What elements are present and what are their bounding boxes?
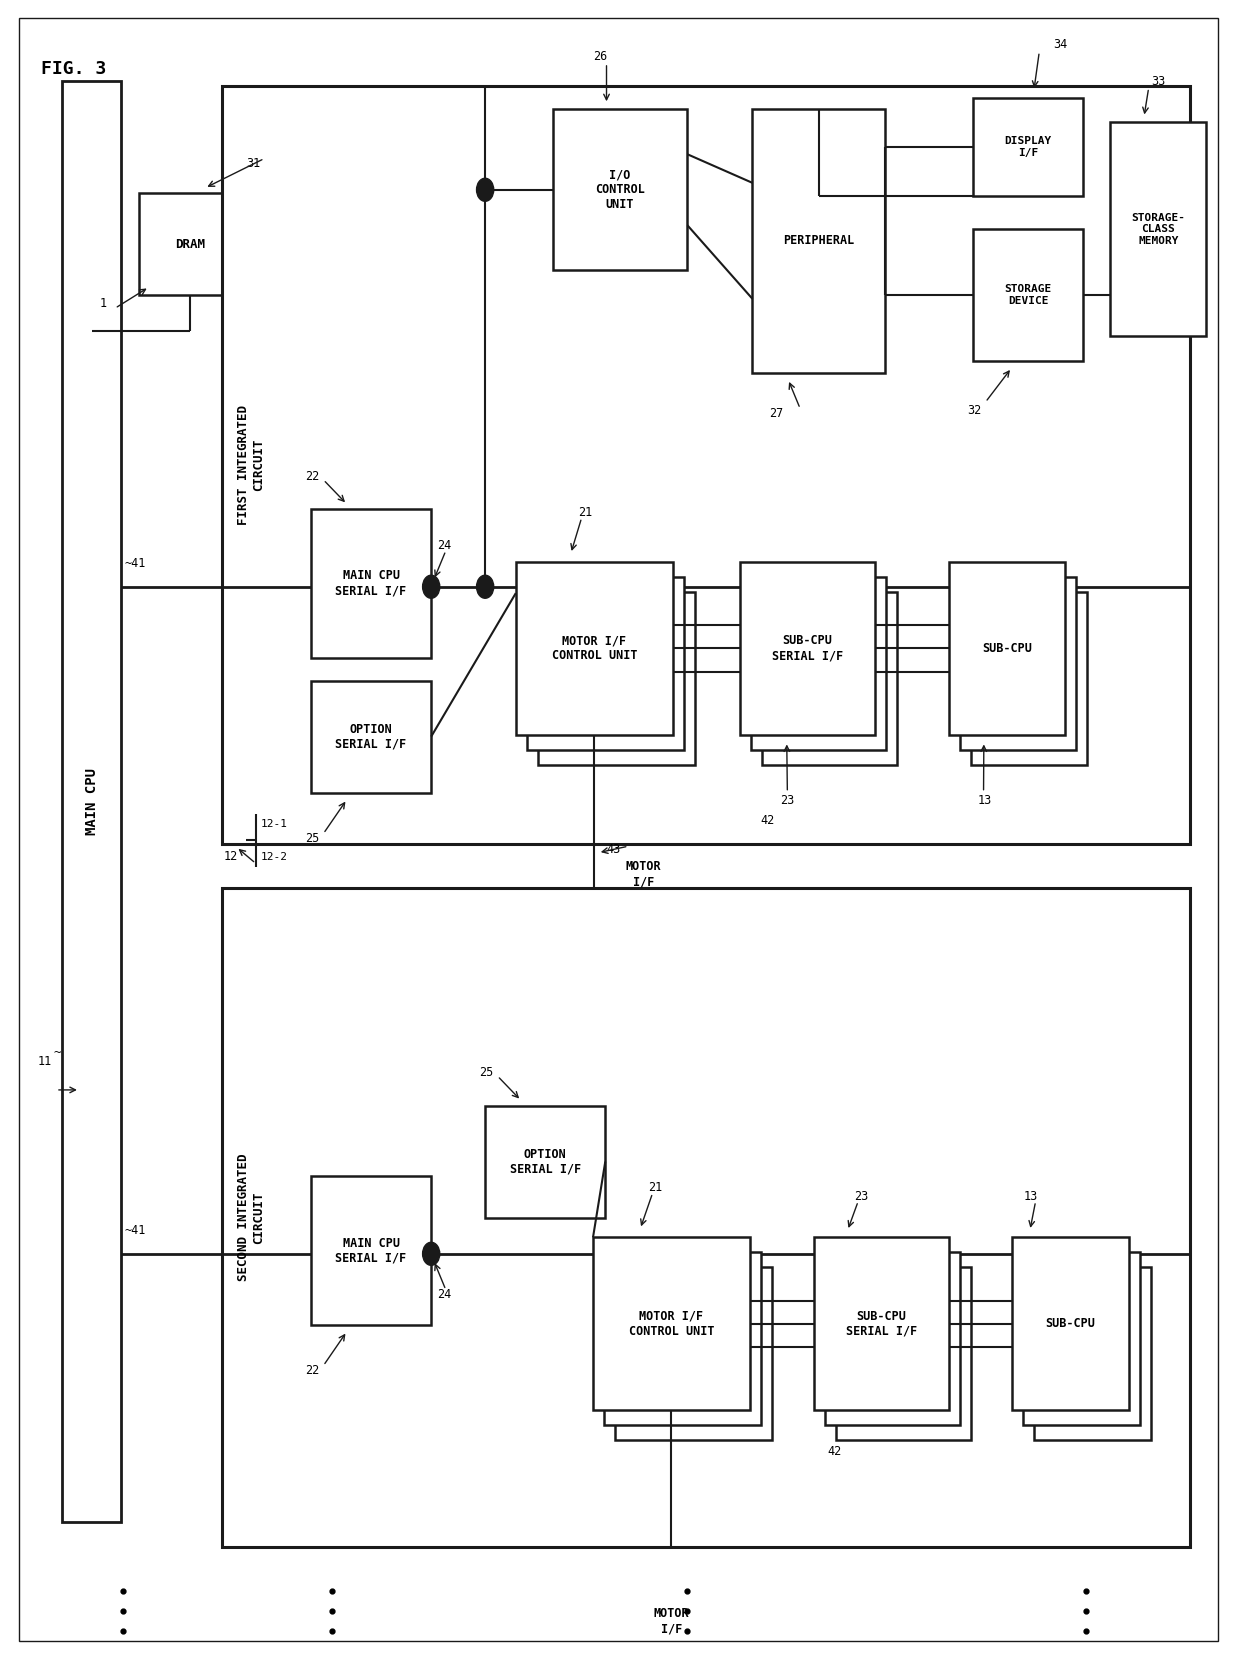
Bar [538, 591, 694, 764]
Text: 42: 42 [760, 814, 775, 827]
Text: OPTION
SERIAL I/F: OPTION SERIAL I/F [510, 1148, 580, 1176]
Text: 24: 24 [438, 1289, 451, 1302]
Text: 27: 27 [770, 407, 784, 420]
Text: 42: 42 [827, 1445, 842, 1458]
Text: MOTOR I/F
CONTROL UNIT: MOTOR I/F CONTROL UNIT [629, 1311, 714, 1337]
Bar [949, 561, 1065, 734]
Text: 13: 13 [1024, 1189, 1038, 1203]
Bar [516, 561, 673, 734]
Bar [311, 510, 432, 658]
Text: SECOND INTEGRATED
CIRCUIT: SECOND INTEGRATED CIRCUIT [237, 1154, 265, 1281]
Bar [825, 1252, 960, 1425]
Bar [740, 561, 875, 734]
Text: I/O
CONTROL
UNIT: I/O CONTROL UNIT [595, 168, 645, 211]
Text: 33: 33 [1151, 75, 1166, 88]
Text: 21: 21 [649, 1181, 662, 1194]
Text: 12-1: 12-1 [260, 819, 288, 829]
Bar [311, 1176, 432, 1324]
Bar [751, 576, 887, 749]
Text: 24: 24 [438, 540, 451, 551]
Bar [836, 1267, 971, 1440]
Circle shape [476, 575, 494, 598]
Circle shape [476, 178, 494, 201]
Text: 31: 31 [246, 156, 260, 169]
Text: 26: 26 [593, 50, 608, 63]
Text: 23: 23 [781, 794, 795, 807]
Bar [485, 1106, 605, 1218]
Text: SUB-CPU
SERIAL I/F: SUB-CPU SERIAL I/F [773, 635, 843, 663]
Bar [593, 1237, 750, 1410]
Text: 21: 21 [579, 507, 593, 520]
Text: 22: 22 [305, 1364, 319, 1377]
Text: DISPLAY
I/F: DISPLAY I/F [1004, 136, 1052, 158]
Text: 34: 34 [1053, 38, 1068, 51]
Bar [1023, 1252, 1140, 1425]
Text: FIRST INTEGRATED
CIRCUIT: FIRST INTEGRATED CIRCUIT [237, 405, 265, 525]
Text: SUB-CPU
SERIAL I/F: SUB-CPU SERIAL I/F [846, 1311, 916, 1337]
Text: PERIPHERAL: PERIPHERAL [782, 234, 854, 247]
Text: 43: 43 [606, 842, 621, 855]
Text: MOTOR I/F
CONTROL UNIT: MOTOR I/F CONTROL UNIT [552, 635, 637, 663]
Bar [971, 591, 1087, 764]
Text: 1: 1 [100, 297, 107, 311]
Bar [222, 86, 1190, 844]
Bar [604, 1252, 761, 1425]
Text: DRAM: DRAM [175, 238, 205, 251]
Text: MAIN CPU
SERIAL I/F: MAIN CPU SERIAL I/F [336, 1236, 407, 1264]
Bar [311, 681, 432, 792]
Text: 32: 32 [967, 404, 981, 417]
Text: 11: 11 [38, 1055, 52, 1068]
Circle shape [423, 575, 440, 598]
Bar [753, 110, 885, 372]
Bar [1111, 123, 1207, 337]
Bar [62, 81, 122, 1521]
Bar [1034, 1267, 1151, 1440]
Text: 23: 23 [854, 1189, 868, 1203]
Bar [527, 576, 683, 749]
Text: ~41: ~41 [125, 556, 146, 570]
Bar [763, 591, 897, 764]
Text: OPTION
SERIAL I/F: OPTION SERIAL I/F [336, 723, 407, 751]
Text: MOTOR
I/F: MOTOR I/F [653, 1608, 689, 1634]
Bar [960, 576, 1076, 749]
Bar [553, 110, 687, 271]
Text: SUB-CPU: SUB-CPU [1045, 1317, 1095, 1330]
Text: 12-2: 12-2 [260, 852, 288, 862]
Text: 25: 25 [305, 832, 319, 845]
Text: STORAGE
DEVICE: STORAGE DEVICE [1004, 284, 1052, 306]
Text: SUB-CPU: SUB-CPU [982, 643, 1032, 654]
Text: ~41: ~41 [125, 1224, 146, 1237]
Text: STORAGE-
CLASS
MEMORY: STORAGE- CLASS MEMORY [1131, 213, 1185, 246]
Bar [139, 193, 239, 296]
Circle shape [423, 1242, 440, 1266]
Text: 12: 12 [224, 850, 238, 864]
Text: MAIN CPU: MAIN CPU [84, 767, 98, 835]
Text: MAIN CPU
SERIAL I/F: MAIN CPU SERIAL I/F [336, 570, 407, 598]
Text: FIG. 3: FIG. 3 [41, 60, 107, 78]
Bar [1012, 1237, 1128, 1410]
Bar [973, 229, 1084, 360]
Text: MOTOR
I/F: MOTOR I/F [625, 860, 661, 889]
Bar [615, 1267, 773, 1440]
Text: 13: 13 [977, 794, 992, 807]
Text: 22: 22 [305, 470, 319, 483]
Bar [973, 98, 1084, 196]
Text: ~: ~ [53, 1046, 61, 1060]
Bar [222, 889, 1190, 1546]
Bar [813, 1237, 949, 1410]
Text: 25: 25 [479, 1066, 494, 1080]
